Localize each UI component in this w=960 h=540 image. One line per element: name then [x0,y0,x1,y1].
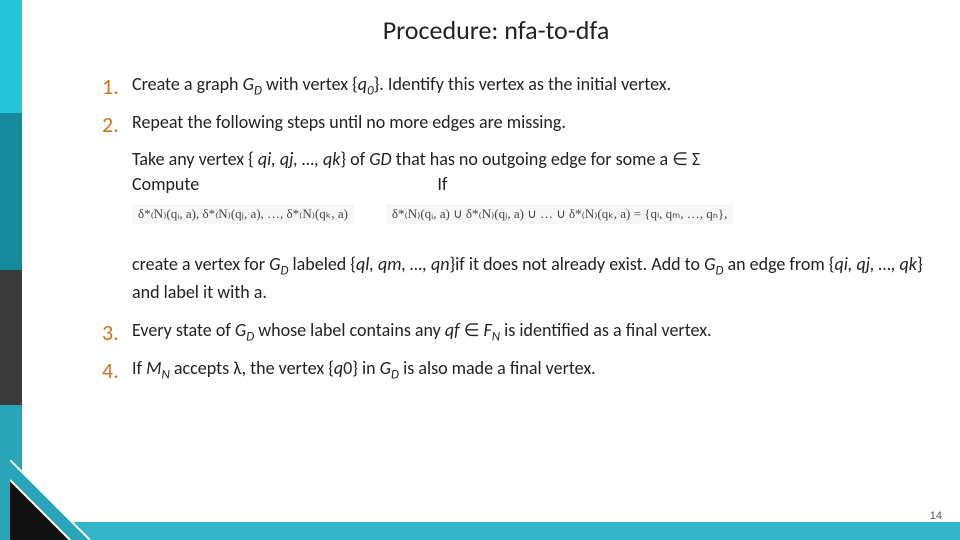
text: G [704,253,715,275]
text: G [269,253,280,275]
accent-segment-1 [0,0,22,113]
text: G [380,357,391,379]
step-2-text: Repeat the following steps until no more… [132,110,930,134]
step-4-number: 4. [102,356,132,386]
corner-diagonal-icon [10,460,90,540]
step-3-text: Every state of GD whose label contains a… [132,318,930,346]
text: that has no outgoing edge for some a ∈ Σ [392,148,701,170]
text: }if it does not already exist. Add to [450,253,705,275]
text: an edge from { [723,253,834,275]
formula-left: δ*₍N₎(qᵢ, a), δ*₍N₎(qⱼ, a), …, δ*₍N₎(qₖ,… [132,204,354,224]
slide-content: Procedure: nfa-to-dfa 1. Create a graph … [62,14,930,514]
accent-strip [0,0,22,540]
step-2-number: 2. [102,110,132,140]
text: create a vertex for [132,253,269,275]
step-3-number: 3. [102,318,132,348]
text: labeled { [288,253,356,275]
text: } of [340,148,369,170]
step-3: 3. Every state of GD whose label contain… [102,318,930,348]
text: N [492,330,500,345]
page-number: 14 [930,510,942,522]
text: 0 [367,84,374,99]
text: Create a graph [132,73,243,95]
slide-title: Procedure: nfa-to-dfa [62,14,930,46]
text: D [391,368,399,383]
text: Take any vertex { [132,148,258,170]
step-4-text: If MN accepts λ, the vertex {q0} in GD i… [132,356,930,384]
text: F [483,319,491,341]
text: Compute [132,173,199,195]
text: M [146,357,161,379]
text: GD [369,148,391,170]
text: is identified as a final vertex. [500,319,711,341]
step-2: 2. Repeat the following steps until no m… [102,110,930,140]
text: D [254,84,262,99]
step-1: 1. Create a graph GD with vertex {q0}. I… [102,72,930,102]
text: If [132,357,146,379]
text: is also made a final vertex. [399,357,596,379]
text: q [334,357,343,379]
accent-segment-3 [0,270,22,405]
text: }. Identify this vertex as the initial v… [374,73,672,95]
formula-right: δ*₍N₎(qᵢ, a) ∪ δ*₍N₎(qⱼ, a) ∪ … ∪ δ*₍N₎(… [386,204,733,224]
text: G [235,319,246,341]
accent-segment-2 [0,113,22,271]
text: with vertex { [262,73,358,95]
step-1-number: 1. [102,72,132,102]
text: qi, qj, …, qk [835,253,918,275]
text: ∈ [460,319,484,341]
text: 0 [343,357,352,379]
if-label: If [437,173,447,195]
step-4: 4. If MN accepts λ, the vertex {q0} in G… [102,356,930,386]
text: qi, qj, …, qk [258,148,341,170]
text: q [358,73,367,95]
text: qf [445,319,460,341]
text: N [162,368,170,383]
formula-row: δ*₍N₎(qᵢ, a), δ*₍N₎(qⱼ, a), …, δ*₍N₎(qₖ,… [132,204,930,224]
text: accepts λ, the vertex { [170,357,334,379]
text: Every state of [132,319,235,341]
step-1-text: Create a graph GD with vertex {q0}. Iden… [132,72,930,100]
text: } in [352,357,379,379]
step-2-detail-1: Take any vertex { qi, qj, …, qk} of GD t… [132,147,930,196]
step-2-detail-2: create a vertex for GD labeled {ql, qm, … [132,252,930,304]
text: G [243,73,254,95]
bottom-accent [22,522,960,540]
text: ql, qm, …, qn [356,253,450,275]
text: whose label contains any [254,319,445,341]
